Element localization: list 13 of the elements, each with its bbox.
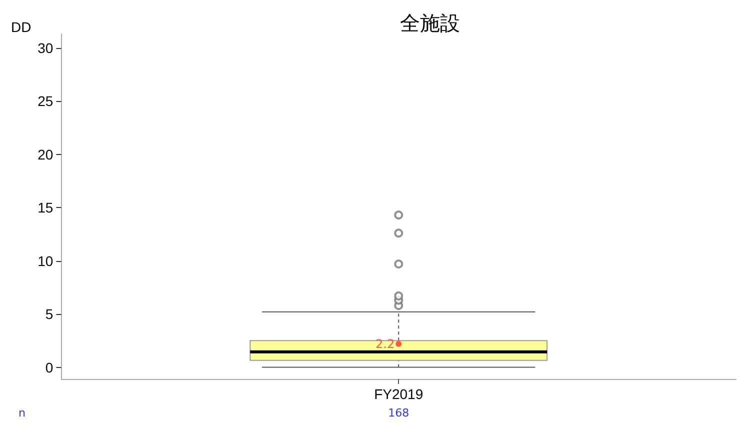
chart-title: 全施設 (400, 11, 460, 35)
y-tick-label: 0 (45, 359, 54, 376)
annotation: 2.2 (376, 336, 395, 351)
text: 168 (388, 406, 410, 420)
text: n (18, 406, 26, 420)
y-axis-title: DD (10, 19, 32, 35)
y-tick-label: 10 (38, 252, 54, 269)
x-tick-label: FY2019 (374, 386, 424, 402)
y-tick-label: 5 (45, 306, 54, 322)
y-tick-label: 15 (38, 200, 54, 216)
y-tick-label: 25 (38, 93, 54, 110)
y-tick-label: 30 (38, 40, 54, 56)
y-tick-label: 20 (38, 146, 54, 162)
